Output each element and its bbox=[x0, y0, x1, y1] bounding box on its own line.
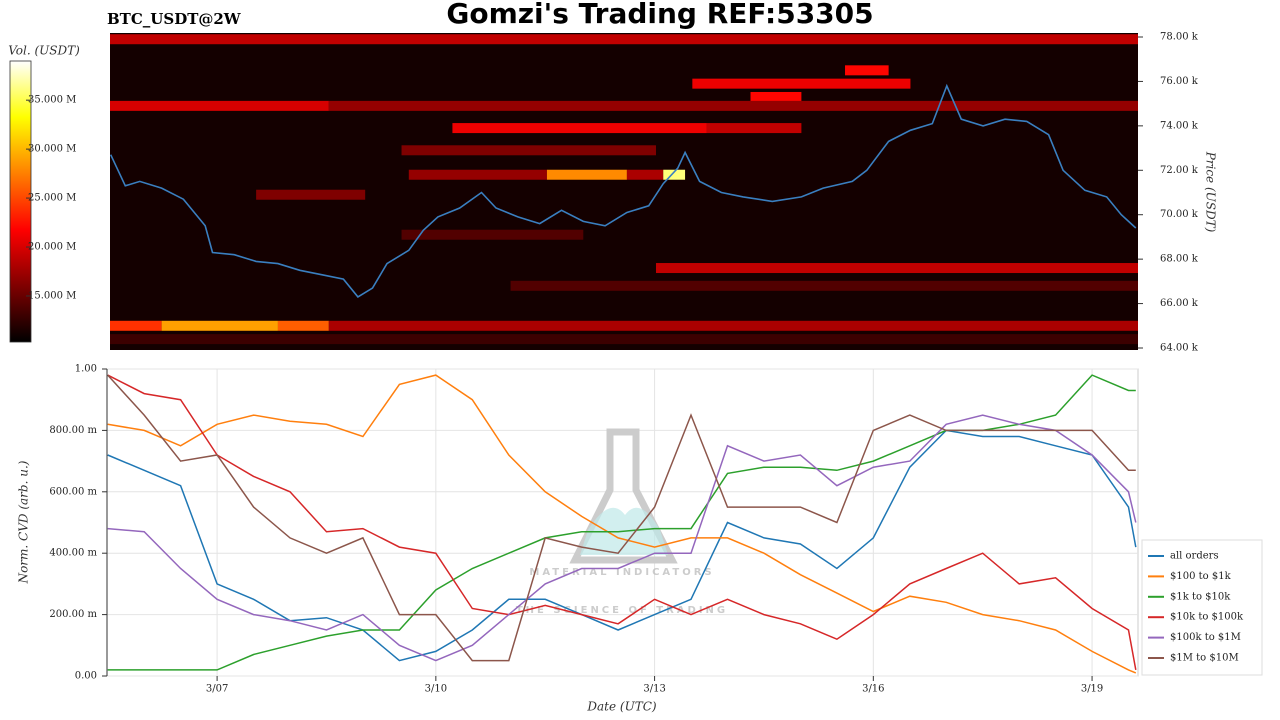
y-tick-label: 0.00 bbox=[75, 671, 97, 682]
y-tick-label: 72.00 k bbox=[1160, 165, 1199, 176]
y-axis-label: Norm. CVD (arb. u.) bbox=[17, 460, 31, 584]
heatmap-cell bbox=[452, 123, 707, 134]
colorbar-label: Vol. (USDT) bbox=[8, 44, 80, 58]
series-line bbox=[107, 374, 1137, 674]
y-tick-label: 70.00 k bbox=[1160, 209, 1199, 220]
y-tick-label: 200.00 m bbox=[49, 609, 97, 620]
y-tick-label: 1.00 bbox=[75, 364, 97, 375]
x-tick-label: 3/13 bbox=[643, 684, 665, 695]
legend-label: $1M to $10M bbox=[1170, 653, 1239, 664]
heatmap-cell bbox=[663, 169, 686, 180]
heatmap-cell bbox=[401, 145, 656, 156]
watermark-icon bbox=[569, 428, 678, 564]
legend-label: $1k to $10k bbox=[1170, 591, 1231, 602]
x-tick-label: 3/07 bbox=[206, 684, 228, 695]
x-tick-label: 3/19 bbox=[1081, 684, 1103, 695]
y-tick-label: 800.00 m bbox=[49, 425, 97, 436]
colorbar-tick-label: 30.000 M bbox=[28, 144, 76, 155]
colorbar-tick-label: 20.000 M bbox=[28, 242, 76, 253]
y-tick-label: 78.00 k bbox=[1160, 31, 1199, 42]
series-line bbox=[107, 429, 1137, 662]
heatmap-cell bbox=[110, 334, 1138, 345]
legend-label: $100 to $1k bbox=[1170, 571, 1232, 582]
series-line bbox=[107, 374, 1137, 671]
heatmap-cell bbox=[626, 169, 664, 180]
heatmap-cell bbox=[692, 78, 911, 89]
watermark-text: MATERIAL INDICATORS bbox=[529, 567, 714, 578]
legend-label: $10k to $100k bbox=[1170, 612, 1244, 623]
y-tick-label: 66.00 k bbox=[1160, 298, 1199, 309]
heatmap-cell bbox=[161, 320, 278, 331]
colorbar bbox=[9, 60, 32, 343]
heatmap-cell bbox=[110, 320, 162, 331]
y-tick-label: 600.00 m bbox=[49, 486, 97, 497]
price-line bbox=[109, 83, 1137, 298]
y-tick-label: 64.00 k bbox=[1160, 343, 1199, 354]
colorbar-tick-label: 35.000 M bbox=[28, 95, 76, 106]
colorbar-tick-label: 15.000 M bbox=[28, 290, 76, 301]
y-axis-label: Price (USDT) bbox=[1204, 151, 1218, 233]
series-line bbox=[107, 374, 1136, 662]
x-tick-label: 3/16 bbox=[862, 684, 884, 695]
colorbar-tick-label: 25.000 M bbox=[28, 193, 76, 204]
heatmap-cell bbox=[655, 263, 1138, 274]
chart-subtitle: BTC_USDT@2W bbox=[107, 10, 242, 28]
heatmap-cell bbox=[750, 91, 802, 102]
heatmap-cell bbox=[256, 189, 366, 200]
legend-label: $100k to $1M bbox=[1170, 632, 1241, 643]
heatmap-cell bbox=[110, 100, 329, 111]
watermark-text: THE SCIENCE OF TRADING bbox=[516, 605, 728, 616]
y-tick-label: 400.00 m bbox=[49, 548, 97, 559]
heatmap-cell bbox=[510, 280, 1138, 291]
heatmap-cell bbox=[328, 100, 1139, 111]
legend bbox=[1141, 539, 1263, 676]
heatmap bbox=[110, 34, 1139, 345]
heatmap-cell bbox=[706, 123, 802, 134]
heatmap-cell bbox=[546, 169, 627, 180]
heatmap-cell bbox=[110, 34, 1138, 45]
heatmap-cell bbox=[328, 320, 1139, 331]
y-tick-label: 74.00 k bbox=[1160, 120, 1199, 131]
y-tick-label: 76.00 k bbox=[1160, 76, 1199, 87]
heatmap-cell bbox=[277, 320, 329, 331]
series-line bbox=[107, 414, 1137, 662]
heatmap-cell bbox=[845, 65, 889, 76]
heatmap-cell bbox=[408, 169, 547, 180]
chart-title: Gomzi's Trading REF:53305 bbox=[446, 0, 873, 30]
x-axis-label: Date (UTC) bbox=[586, 700, 656, 714]
heatmap-cell bbox=[401, 229, 584, 240]
legend-label: all orders bbox=[1170, 551, 1219, 562]
y-tick-label: 68.00 k bbox=[1160, 254, 1199, 265]
x-tick-label: 3/10 bbox=[425, 684, 447, 695]
